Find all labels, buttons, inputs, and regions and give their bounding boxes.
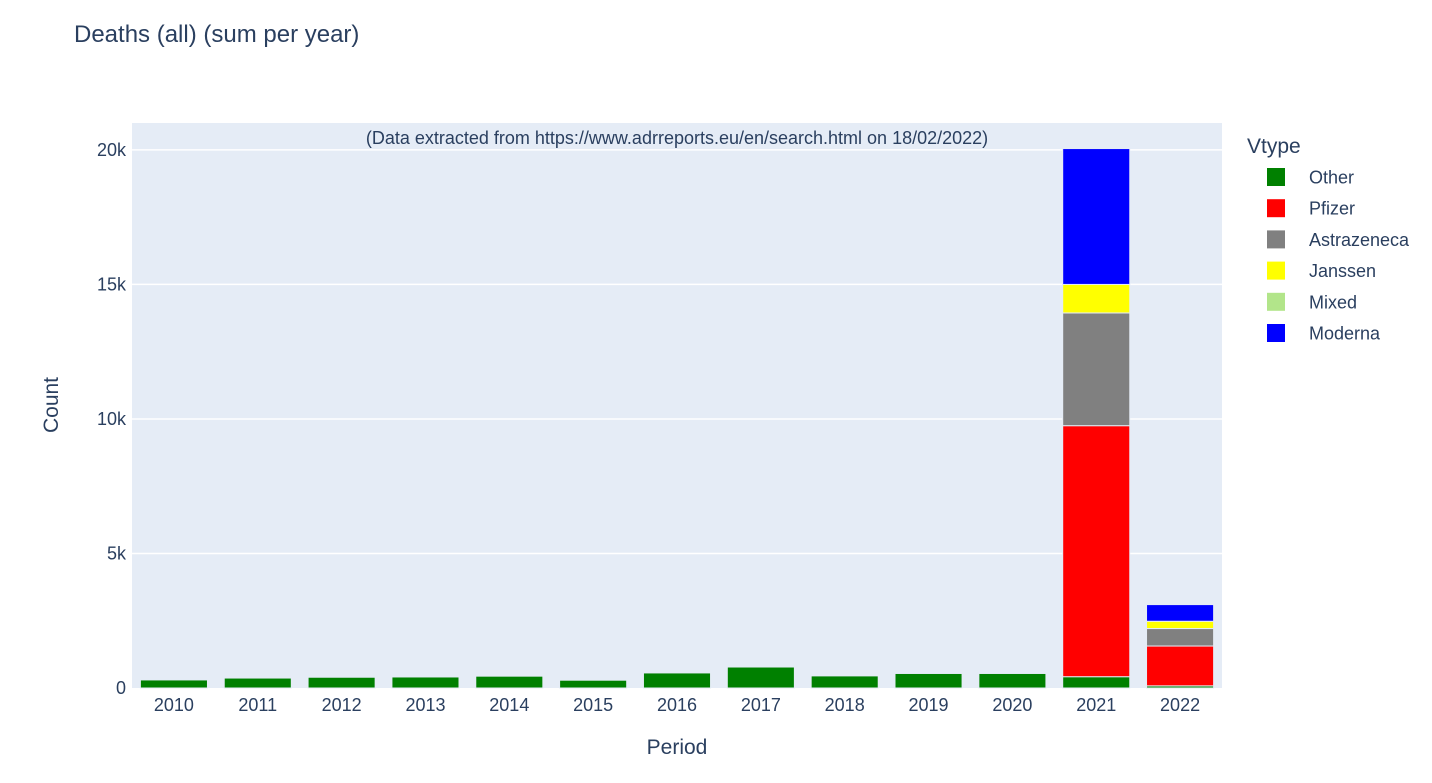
bar-astrazeneca-2021[interactable]: [1062, 312, 1131, 427]
x-tick-label: 2021: [1076, 695, 1116, 715]
bar-other-2021[interactable]: [1062, 676, 1131, 689]
legend-label: Mixed: [1309, 292, 1357, 312]
legend-label: Moderna: [1309, 324, 1381, 344]
x-tick-label: 2012: [322, 695, 362, 715]
x-tick-label: 2016: [657, 695, 697, 715]
legend-swatch: [1267, 199, 1285, 218]
legend-item-janssen[interactable]: Janssen: [1267, 261, 1376, 281]
legend-swatch: [1267, 324, 1285, 342]
y-tick-label: 0: [116, 678, 126, 698]
legend-item-moderna[interactable]: Moderna: [1267, 324, 1381, 344]
source-annotation: (Data extracted from https://www.adrrepo…: [366, 128, 988, 148]
x-tick-label: 2020: [992, 695, 1032, 715]
bar-pfizer-2022[interactable]: [1146, 645, 1215, 687]
y-axis-title: Count: [40, 377, 63, 433]
legend-item-other[interactable]: Other: [1267, 168, 1354, 188]
x-axis-ticks: 2010 2011 2012 2013 2014 2015 2016 2017 2018 2019…: [154, 695, 1200, 715]
legend-label: Pfizer: [1309, 199, 1355, 219]
plot-background: [132, 123, 1222, 688]
bar-other-2014[interactable]: [475, 675, 544, 689]
x-tick-label: 2010: [154, 695, 194, 715]
legend-item-astrazeneca[interactable]: Astrazeneca: [1267, 230, 1410, 250]
legend-title: Vtype: [1247, 135, 1301, 158]
x-tick-label: 2022: [1160, 695, 1200, 715]
gridlines: [132, 149, 1222, 555]
bar-other-2012[interactable]: [307, 676, 376, 689]
legend-swatch: [1267, 292, 1285, 311]
x-tick-label: 2017: [741, 695, 781, 715]
chart-title: Deaths (all) (sum per year): [74, 21, 359, 48]
bar-moderna-2022[interactable]: [1146, 604, 1215, 622]
x-tick-label: 2014: [489, 695, 529, 715]
legend-item-pfizer[interactable]: Pfizer: [1267, 199, 1355, 219]
legend-item-mixed[interactable]: Mixed: [1267, 292, 1357, 312]
legend-label: Other: [1309, 168, 1354, 188]
bar-moderna-2021[interactable]: [1062, 148, 1131, 285]
bar-pfizer-2021[interactable]: [1062, 425, 1131, 678]
bar-other-2016[interactable]: [642, 672, 712, 689]
legend-label: Astrazeneca: [1309, 230, 1410, 250]
legend-swatch: [1267, 168, 1285, 186]
bar-other-2013[interactable]: [391, 676, 460, 689]
bars[interactable]: [139, 148, 1215, 689]
x-tick-label: 2013: [405, 695, 445, 715]
bar-astrazeneca-2022[interactable]: [1146, 628, 1215, 647]
y-tick-label: 10k: [97, 409, 127, 429]
legend-label: Janssen: [1309, 261, 1376, 281]
bar-other-2020[interactable]: [978, 672, 1047, 689]
bar-other-2010[interactable]: [139, 679, 208, 689]
legend-items[interactable]: Other Pfizer Astrazeneca Janssen Mixed Modern…: [1267, 168, 1410, 344]
y-tick-label: 20k: [97, 140, 127, 160]
y-tick-label: 5k: [107, 543, 127, 563]
bar-janssen-2021[interactable]: [1062, 283, 1131, 314]
x-tick-label: 2018: [825, 695, 865, 715]
bar-janssen-2022[interactable]: [1146, 620, 1215, 630]
bar-other-2019[interactable]: [894, 672, 963, 689]
legend-swatch: [1267, 261, 1285, 280]
y-tick-label: 15k: [97, 274, 127, 294]
bar-other-2017[interactable]: [726, 666, 795, 689]
bar-other-2015[interactable]: [559, 679, 628, 689]
bar-other-2011[interactable]: [223, 677, 292, 689]
bar-other-2018[interactable]: [810, 675, 879, 689]
x-tick-label: 2019: [909, 695, 949, 715]
x-axis-title: Period: [647, 736, 708, 759]
x-tick-label: 2015: [573, 695, 613, 715]
x-tick-label: 2011: [238, 695, 277, 715]
y-axis-ticks: 0 5k 10k 15k 20k: [97, 140, 127, 698]
legend-swatch: [1267, 230, 1285, 249]
legend[interactable]: Vtype Other Pfizer Astrazeneca Janssen Mixed…: [1247, 135, 1410, 344]
